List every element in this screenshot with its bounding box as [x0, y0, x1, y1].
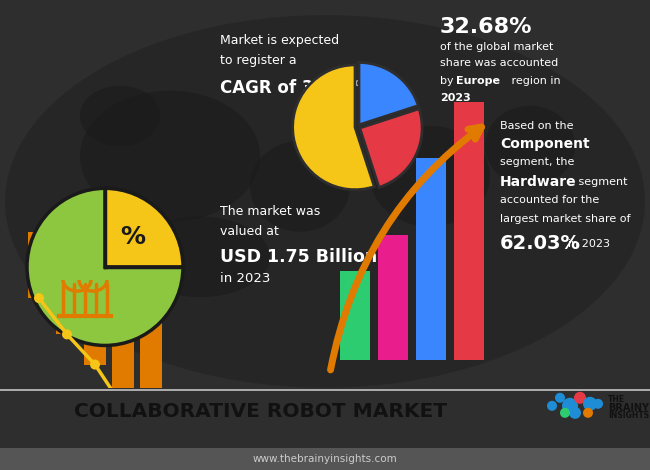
Circle shape: [27, 188, 183, 345]
Text: CAGR of 35.14%: CAGR of 35.14%: [220, 78, 371, 97]
Circle shape: [562, 398, 578, 414]
Text: by: by: [440, 76, 457, 86]
Text: accounted for the: accounted for the: [500, 196, 599, 205]
Text: %: %: [120, 225, 146, 249]
Bar: [56, 232, 78, 334]
Text: Europe: Europe: [456, 76, 500, 86]
Circle shape: [583, 397, 597, 411]
Text: of the global market: of the global market: [440, 42, 553, 52]
Ellipse shape: [250, 141, 350, 232]
Text: Component: Component: [500, 137, 590, 151]
Text: INSIGHTS: INSIGHTS: [608, 411, 649, 420]
Circle shape: [560, 408, 570, 418]
Bar: [0, 448, 650, 470]
Text: in 2023: in 2023: [568, 239, 610, 249]
Text: segment: segment: [575, 177, 627, 187]
FancyArrowPatch shape: [330, 127, 482, 370]
Text: 32.68%: 32.68%: [440, 17, 532, 37]
Circle shape: [569, 407, 581, 419]
Text: in 2023: in 2023: [220, 273, 270, 285]
Ellipse shape: [485, 106, 575, 186]
Text: www.thebrainyinsights.com: www.thebrainyinsights.com: [253, 454, 397, 464]
Bar: [378, 235, 408, 360]
Text: COLLABORATIVE ROBOT MARKET: COLLABORATIVE ROBOT MARKET: [73, 402, 447, 421]
Text: THE: THE: [608, 395, 625, 404]
Circle shape: [547, 401, 557, 411]
Bar: [0, 389, 650, 391]
Bar: [84, 232, 106, 365]
Bar: [140, 232, 162, 455]
Ellipse shape: [130, 217, 270, 297]
Bar: [340, 271, 370, 360]
Text: valued at: valued at: [220, 225, 279, 238]
Wedge shape: [359, 63, 419, 125]
Text: largest market share of: largest market share of: [500, 213, 630, 224]
Text: Based on the: Based on the: [500, 121, 573, 131]
Text: share was accounted: share was accounted: [440, 58, 558, 69]
Ellipse shape: [80, 91, 260, 221]
Circle shape: [62, 329, 72, 339]
Text: 62.03%: 62.03%: [500, 234, 581, 253]
Circle shape: [555, 393, 565, 403]
Ellipse shape: [370, 126, 490, 227]
Circle shape: [34, 293, 44, 303]
Circle shape: [593, 399, 603, 409]
Wedge shape: [359, 109, 422, 188]
Bar: [112, 232, 134, 407]
Text: to register a: to register a: [220, 54, 296, 67]
Text: region in: region in: [508, 76, 560, 86]
Text: segment, the: segment, the: [500, 157, 575, 167]
Circle shape: [146, 450, 156, 460]
Circle shape: [583, 408, 593, 418]
Text: BRAINY: BRAINY: [608, 403, 649, 413]
Text: Hardware: Hardware: [500, 175, 577, 189]
Text: Market is expected: Market is expected: [220, 34, 339, 47]
Circle shape: [90, 360, 100, 369]
Ellipse shape: [5, 15, 645, 388]
Bar: [28, 232, 50, 298]
Ellipse shape: [80, 86, 160, 146]
Text: USD 1.75 Billion: USD 1.75 Billion: [220, 248, 377, 266]
Circle shape: [574, 392, 586, 404]
Circle shape: [118, 402, 128, 412]
Text: The market was: The market was: [220, 205, 320, 218]
Wedge shape: [292, 65, 374, 190]
Wedge shape: [105, 188, 183, 267]
Bar: [454, 102, 484, 360]
Text: 2023: 2023: [440, 93, 471, 102]
Bar: [416, 158, 446, 360]
